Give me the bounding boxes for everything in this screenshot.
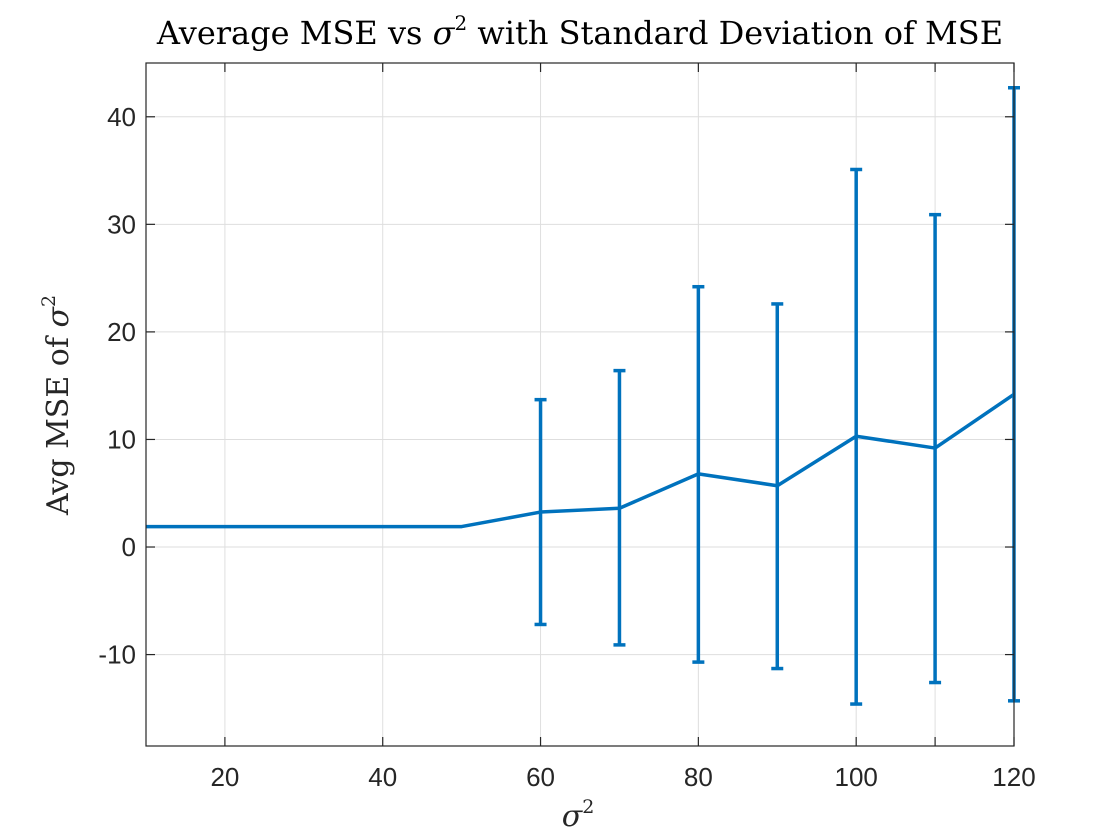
y-tick-label: 10 [107, 424, 136, 454]
x-axis-label: σ2 [562, 796, 595, 834]
plot-area-background [146, 63, 1014, 746]
tick-marks [146, 63, 1015, 746]
y-tick-labels: -10 0 10 20 30 40 [98, 102, 136, 670]
y-tick-label: 0 [122, 532, 136, 562]
y-axis-label: Avg MSE of σ2 [38, 295, 76, 516]
x-tick-label: 40 [368, 762, 397, 792]
x-tick-label: 60 [526, 762, 555, 792]
x-tick-label: 20 [210, 762, 239, 792]
x-tick-label: 80 [684, 762, 713, 792]
y-tick-label: 20 [107, 317, 136, 347]
x-tick-labels: 20 40 60 80 100 120 [210, 762, 1035, 792]
y-tick-label: -10 [98, 640, 136, 670]
plot-area-frame [145, 62, 1015, 747]
x-tick-label: 120 [992, 762, 1035, 792]
data-series [146, 85, 1020, 706]
series-line [146, 392, 1015, 529]
chart-title: Average MSE vs σ2 with Standard Deviatio… [156, 11, 1003, 52]
y-tick-label: 40 [107, 102, 136, 132]
x-tick-label: 100 [834, 762, 877, 792]
y-tick-label: 30 [107, 209, 136, 239]
